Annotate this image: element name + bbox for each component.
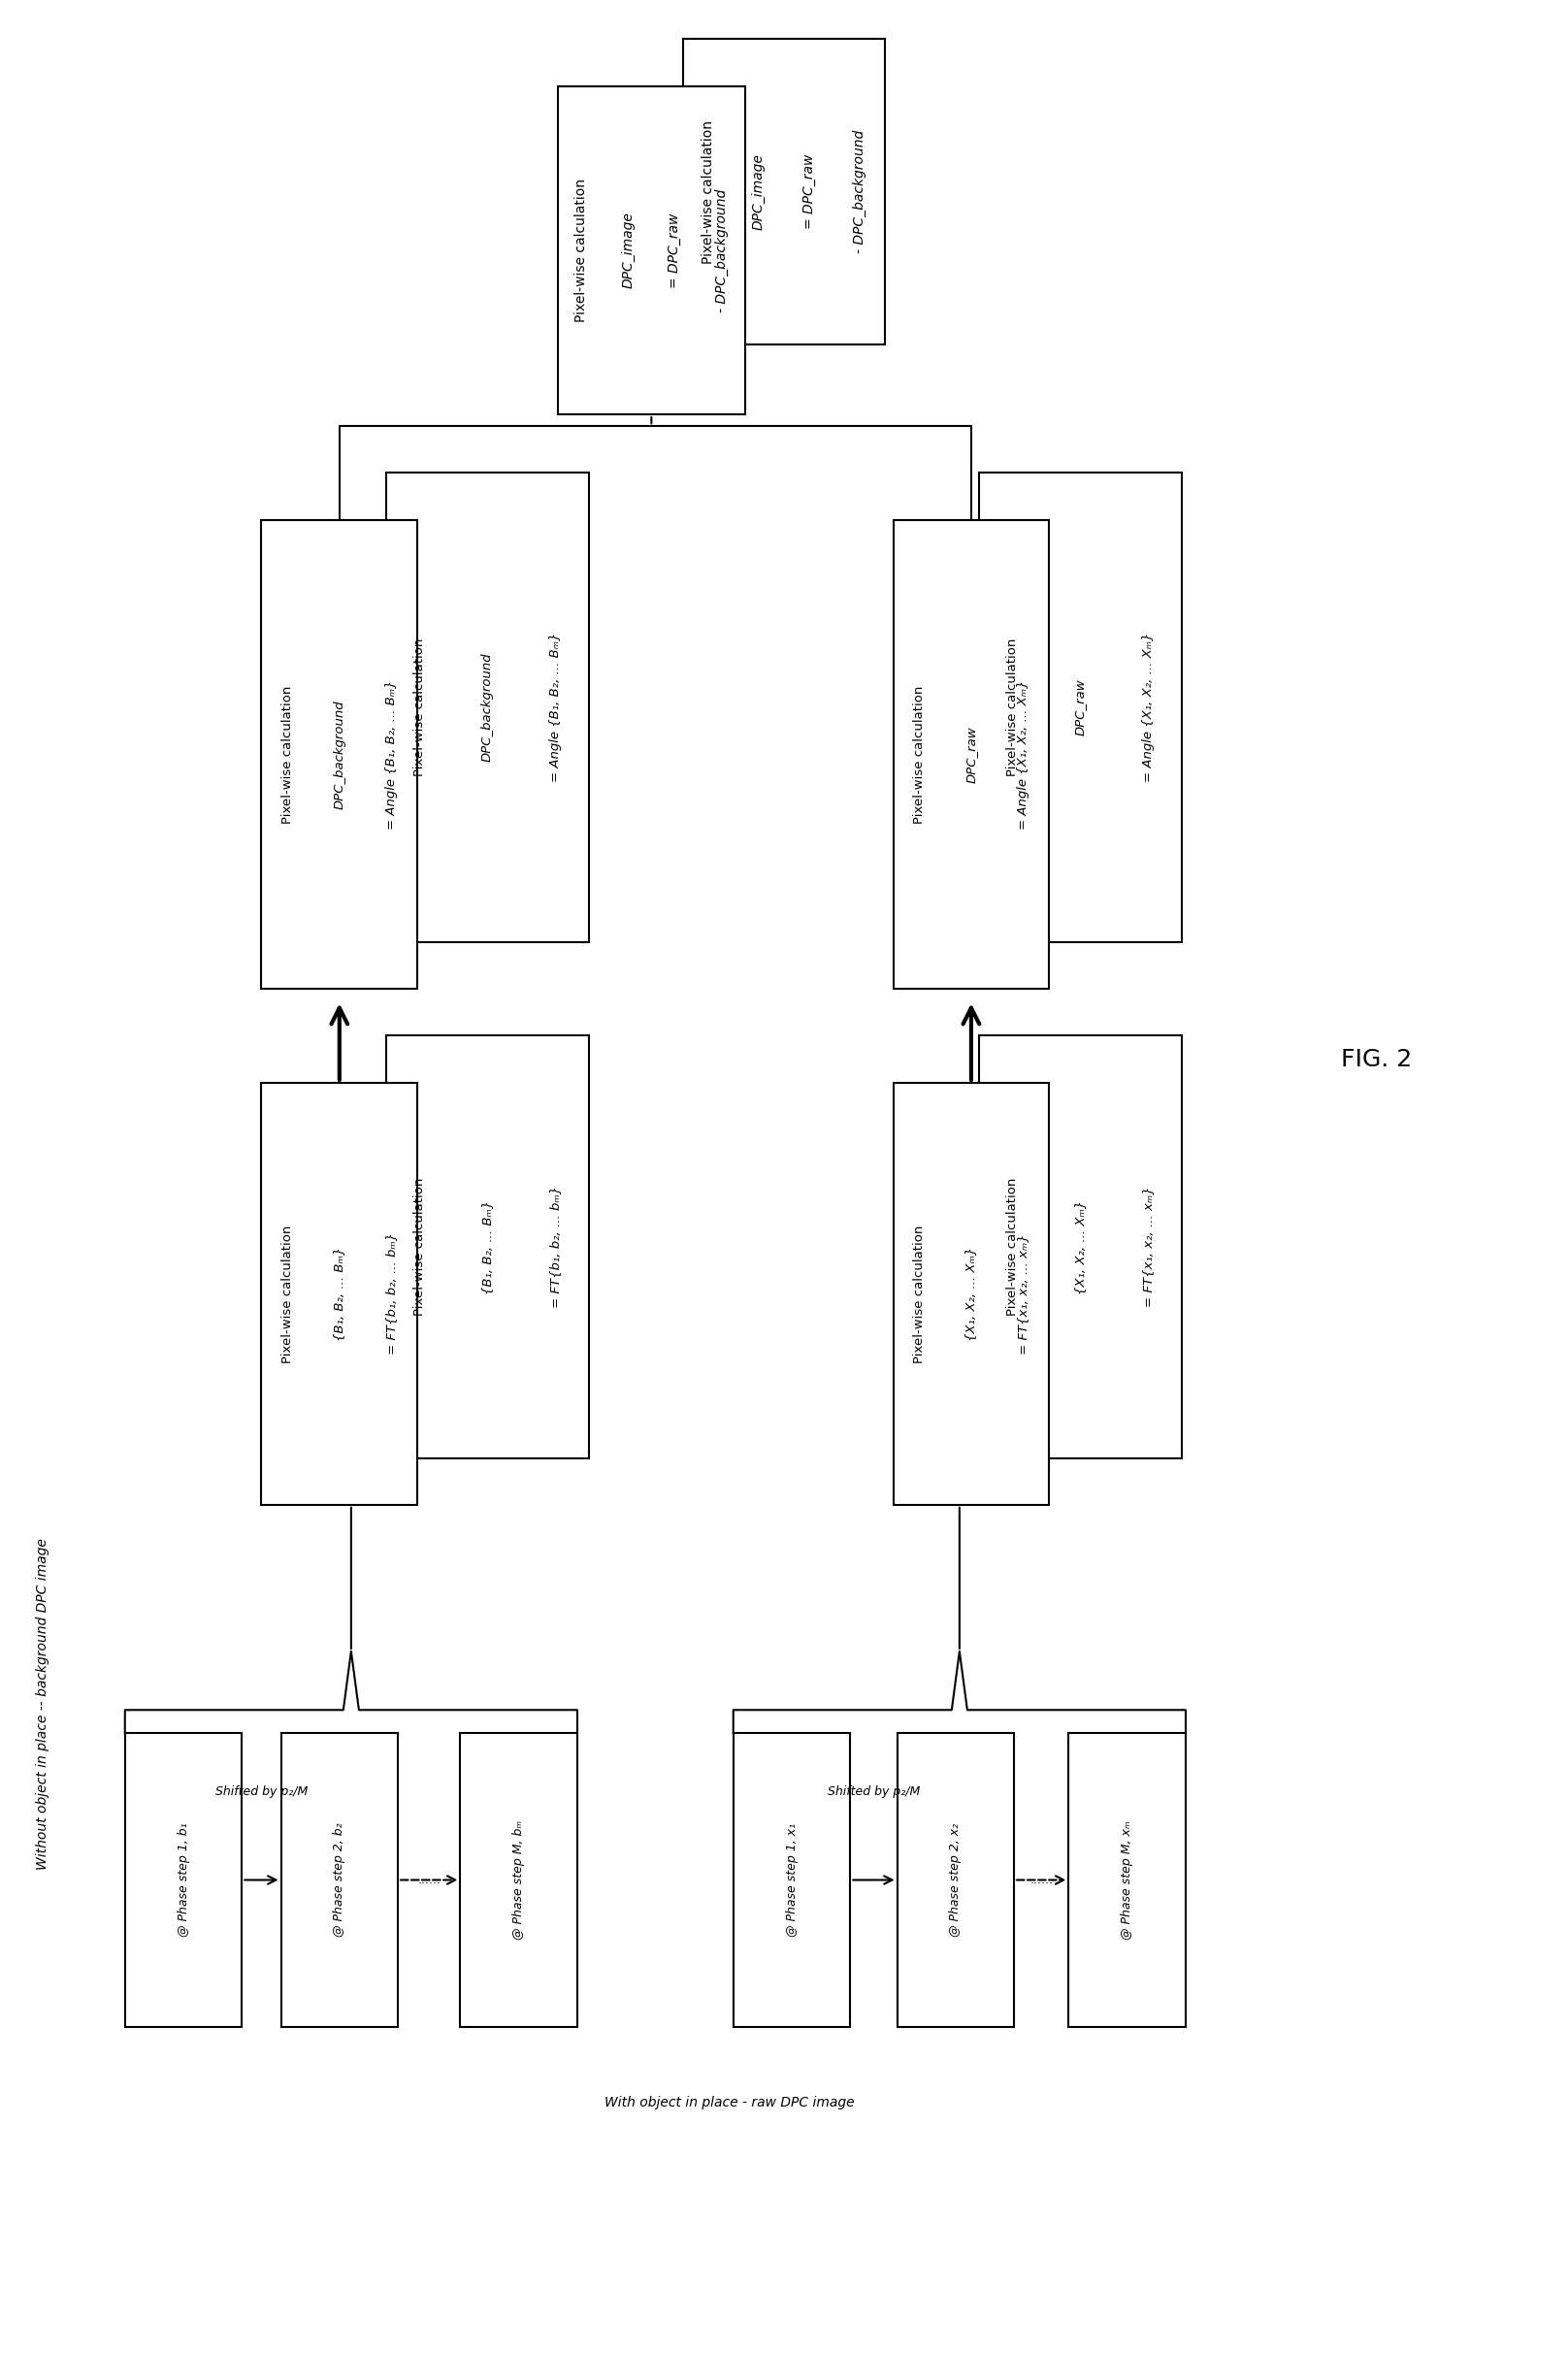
Text: {B₁, B₂, ... Bₘ}: {B₁, B₂, ... Bₘ} — [332, 1247, 345, 1341]
Text: @ Phase step 2, b₂: @ Phase step 2, b₂ — [332, 1824, 345, 1937]
Text: Pixel-wise calculation: Pixel-wise calculation — [281, 1224, 293, 1362]
Bar — [1069, 1734, 1185, 2026]
Text: ......: ...... — [417, 1873, 441, 1887]
Bar — [262, 1082, 417, 1506]
Text: DPC_background: DPC_background — [481, 652, 494, 762]
Bar — [386, 1035, 590, 1459]
Bar — [978, 1035, 1182, 1459]
Text: - DPC_background: - DPC_background — [853, 129, 867, 254]
Bar — [894, 520, 1049, 988]
Text: Pixel-wise calculation: Pixel-wise calculation — [414, 1179, 426, 1315]
Text: @ Phase step M, xₘ: @ Phase step M, xₘ — [1121, 1821, 1134, 1939]
Text: Shifted by p₂/M: Shifted by p₂/M — [215, 1786, 307, 1798]
Text: DPC_image: DPC_image — [751, 153, 765, 231]
Text: = Angle {B₁, B₂, ... Bₘ}: = Angle {B₁, B₂, ... Bₘ} — [549, 633, 561, 784]
Text: {B₁, B₂, ... Bₘ}: {B₁, B₂, ... Bₘ} — [481, 1200, 494, 1294]
Text: Pixel-wise calculation: Pixel-wise calculation — [1007, 1179, 1019, 1315]
Text: Pixel-wise calculation: Pixel-wise calculation — [414, 638, 426, 776]
Text: = FT{b₁, b₂, ... bₘ}: = FT{b₁, b₂, ... bₘ} — [549, 1186, 561, 1308]
Text: = FT{x₁, x₂, ... xₘ}: = FT{x₁, x₂, ... xₘ} — [1142, 1186, 1154, 1308]
Text: = Angle {X₁, X₂, ... Xₘ}: = Angle {X₁, X₂, ... Xₘ} — [1142, 633, 1154, 784]
Text: Pixel-wise calculation: Pixel-wise calculation — [1007, 638, 1019, 776]
Bar — [281, 1734, 398, 2026]
Text: DPC_raw: DPC_raw — [1074, 680, 1087, 736]
Text: Pixel-wise calculation: Pixel-wise calculation — [281, 685, 293, 824]
Text: {X₁, X₂, ... Xₘ}: {X₁, X₂, ... Xₘ} — [1074, 1200, 1087, 1294]
Bar — [558, 87, 745, 414]
Text: = Angle {X₁, X₂, ... Xₘ}: = Angle {X₁, X₂, ... Xₘ} — [1018, 680, 1030, 828]
Bar — [386, 473, 590, 941]
Text: With object in place - raw DPC image: With object in place - raw DPC image — [604, 2097, 855, 2111]
Text: DPC_background: DPC_background — [332, 699, 345, 809]
Text: - DPC_background: - DPC_background — [715, 188, 729, 313]
Bar — [894, 1082, 1049, 1506]
Text: DPC_raw: DPC_raw — [964, 727, 977, 784]
Bar — [125, 1734, 241, 2026]
Text: = FT{x₁, x₂, ... xₘ}: = FT{x₁, x₂, ... xₘ} — [1018, 1233, 1030, 1353]
Bar — [978, 473, 1182, 941]
Text: @ Phase step 1, x₁: @ Phase step 1, x₁ — [786, 1824, 798, 1937]
Text: Without object in place -- background DPC image: Without object in place -- background DP… — [36, 1539, 50, 1871]
Text: ......: ...... — [1030, 1873, 1054, 1887]
Text: {X₁, X₂, ... Xₘ}: {X₁, X₂, ... Xₘ} — [964, 1247, 977, 1341]
Text: @ Phase step M, bₘ: @ Phase step M, bₘ — [513, 1821, 525, 1939]
Text: @ Phase step 1, b₁: @ Phase step 1, b₁ — [177, 1824, 190, 1937]
Bar — [461, 1734, 577, 2026]
Text: Pixel-wise calculation: Pixel-wise calculation — [913, 685, 925, 824]
Text: = DPC_raw: = DPC_raw — [668, 212, 682, 287]
Text: = Angle {B₁, B₂, ... Bₘ}: = Angle {B₁, B₂, ... Bₘ} — [386, 680, 398, 828]
Text: DPC_image: DPC_image — [621, 212, 635, 289]
Text: = DPC_raw: = DPC_raw — [803, 153, 815, 228]
Text: Pixel-wise calculation: Pixel-wise calculation — [701, 120, 715, 264]
Text: Pixel-wise calculation: Pixel-wise calculation — [913, 1224, 925, 1362]
Bar — [682, 40, 886, 344]
Text: = FT{b₁, b₂, ... bₘ}: = FT{b₁, b₂, ... bₘ} — [386, 1233, 398, 1355]
Bar — [897, 1734, 1014, 2026]
Text: @ Phase step 2, x₂: @ Phase step 2, x₂ — [949, 1824, 961, 1937]
Text: Pixel-wise calculation: Pixel-wise calculation — [574, 179, 588, 322]
Text: FIG. 2: FIG. 2 — [1341, 1047, 1413, 1071]
Bar — [262, 520, 417, 988]
Bar — [734, 1734, 850, 2026]
Text: Shifted by p₂/M: Shifted by p₂/M — [828, 1786, 920, 1798]
